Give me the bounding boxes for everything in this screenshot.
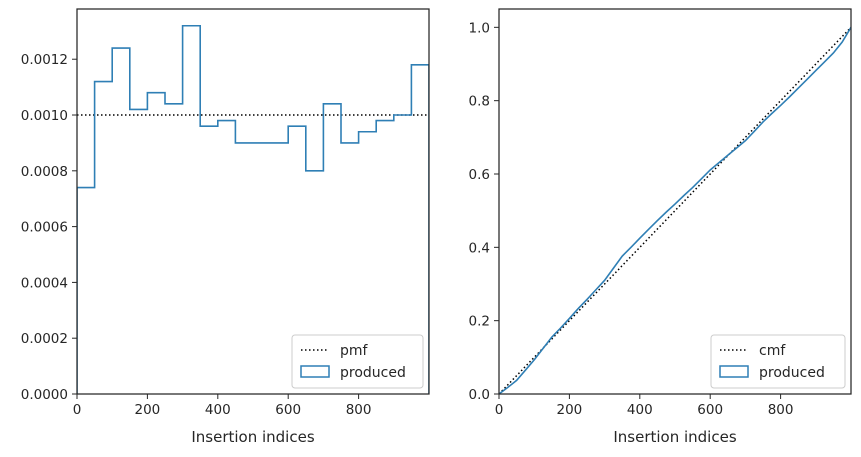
y-tick-label: 0.2 <box>469 314 490 330</box>
axes-frame <box>76 8 430 395</box>
y-tick-label: 0.0008 <box>21 164 68 180</box>
legend: cmf produced <box>710 334 846 389</box>
x-tick-label: 200 <box>135 402 161 418</box>
y-tick-label: 0.0012 <box>21 52 68 68</box>
x-tick-label: 400 <box>627 402 653 418</box>
plot-area <box>77 24 429 394</box>
y-tick-label: 0.0010 <box>21 108 68 124</box>
y-tick-label: 0.4 <box>469 240 490 256</box>
axes-frame <box>498 8 852 395</box>
legend-swatch-produced <box>719 365 749 378</box>
x-tick-label: 0 <box>73 402 82 418</box>
chart-panel-2: 0 200 400 600 800 0.0 0.2 0.4 0.6 0.8 1.0 Insertion… <box>469 8 852 446</box>
y-tick-label: 0.0004 <box>21 275 68 291</box>
plot-area <box>499 26 851 394</box>
legend-box <box>710 334 846 389</box>
x-tick-label: 800 <box>768 402 794 418</box>
legend-label-produced: produced <box>759 365 825 381</box>
x-tick-label: 600 <box>697 402 723 418</box>
y-tick-label: 0.8 <box>469 94 490 110</box>
y-tick-label: 0.0 <box>469 387 490 403</box>
series-produced-line <box>499 26 851 394</box>
x-tick-label: 200 <box>557 402 583 418</box>
x-tick-label: 600 <box>275 402 301 418</box>
legend-label-cmf: cmf <box>759 343 786 359</box>
x-axis-label: Insertion indices <box>191 428 314 446</box>
y-tick-label: 0.0006 <box>21 220 68 236</box>
legend-label-produced: produced <box>340 365 406 381</box>
legend-label-pmf: pmf <box>340 343 369 359</box>
y-tick-label: 0.0002 <box>21 331 68 347</box>
series-produced-line <box>77 24 429 394</box>
y-tick-label: 1.0 <box>469 20 490 36</box>
legend-swatch-produced <box>300 365 330 378</box>
chart-panel-1: 0 200 400 600 800 0.0000 0.0002 0.0004 0.0006 0.0… <box>21 8 430 446</box>
y-tick-label: 0.0000 <box>21 387 68 403</box>
x-tick-label: 0 <box>495 402 504 418</box>
legend-box <box>291 334 424 389</box>
y-tick-label: 0.6 <box>469 167 490 183</box>
x-axis-label: Insertion indices <box>613 428 736 446</box>
x-tick-label: 800 <box>346 402 372 418</box>
x-tick-label: 400 <box>205 402 231 418</box>
reference-line-cmf <box>499 26 851 394</box>
legend: pmf produced <box>291 334 424 389</box>
